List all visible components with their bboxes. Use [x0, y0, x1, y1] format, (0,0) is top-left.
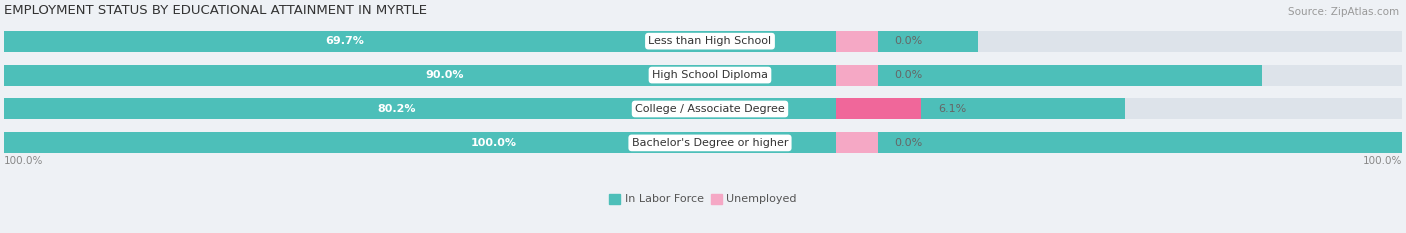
Text: Less than High School: Less than High School [648, 36, 772, 46]
Bar [4, 31, 1402, 52]
Text: 69.7%: 69.7% [326, 36, 364, 46]
Bar [835, 65, 877, 86]
Text: 90.0%: 90.0% [425, 70, 464, 80]
Text: 100.0%: 100.0% [4, 156, 44, 165]
Text: 80.2%: 80.2% [377, 104, 416, 114]
Bar [4, 65, 1402, 86]
Text: Source: ZipAtlas.com: Source: ZipAtlas.com [1288, 7, 1399, 17]
Bar [4, 31, 979, 52]
Text: EMPLOYMENT STATUS BY EDUCATIONAL ATTAINMENT IN MYRTLE: EMPLOYMENT STATUS BY EDUCATIONAL ATTAINM… [4, 4, 427, 17]
Bar [4, 132, 1402, 153]
Text: 6.1%: 6.1% [938, 104, 966, 114]
Bar [4, 99, 1402, 120]
Bar [4, 132, 1402, 153]
Legend: In Labor Force, Unemployed: In Labor Force, Unemployed [605, 189, 801, 209]
Text: 0.0%: 0.0% [894, 138, 922, 148]
Bar [835, 132, 877, 153]
Text: 100.0%: 100.0% [1362, 156, 1402, 165]
Bar [4, 99, 1125, 120]
Bar [835, 99, 921, 120]
Text: Bachelor's Degree or higher: Bachelor's Degree or higher [631, 138, 789, 148]
Bar [835, 31, 877, 52]
Text: 0.0%: 0.0% [894, 70, 922, 80]
Text: College / Associate Degree: College / Associate Degree [636, 104, 785, 114]
Text: 0.0%: 0.0% [894, 36, 922, 46]
Text: 100.0%: 100.0% [471, 138, 516, 148]
Text: High School Diploma: High School Diploma [652, 70, 768, 80]
Bar [4, 65, 1263, 86]
